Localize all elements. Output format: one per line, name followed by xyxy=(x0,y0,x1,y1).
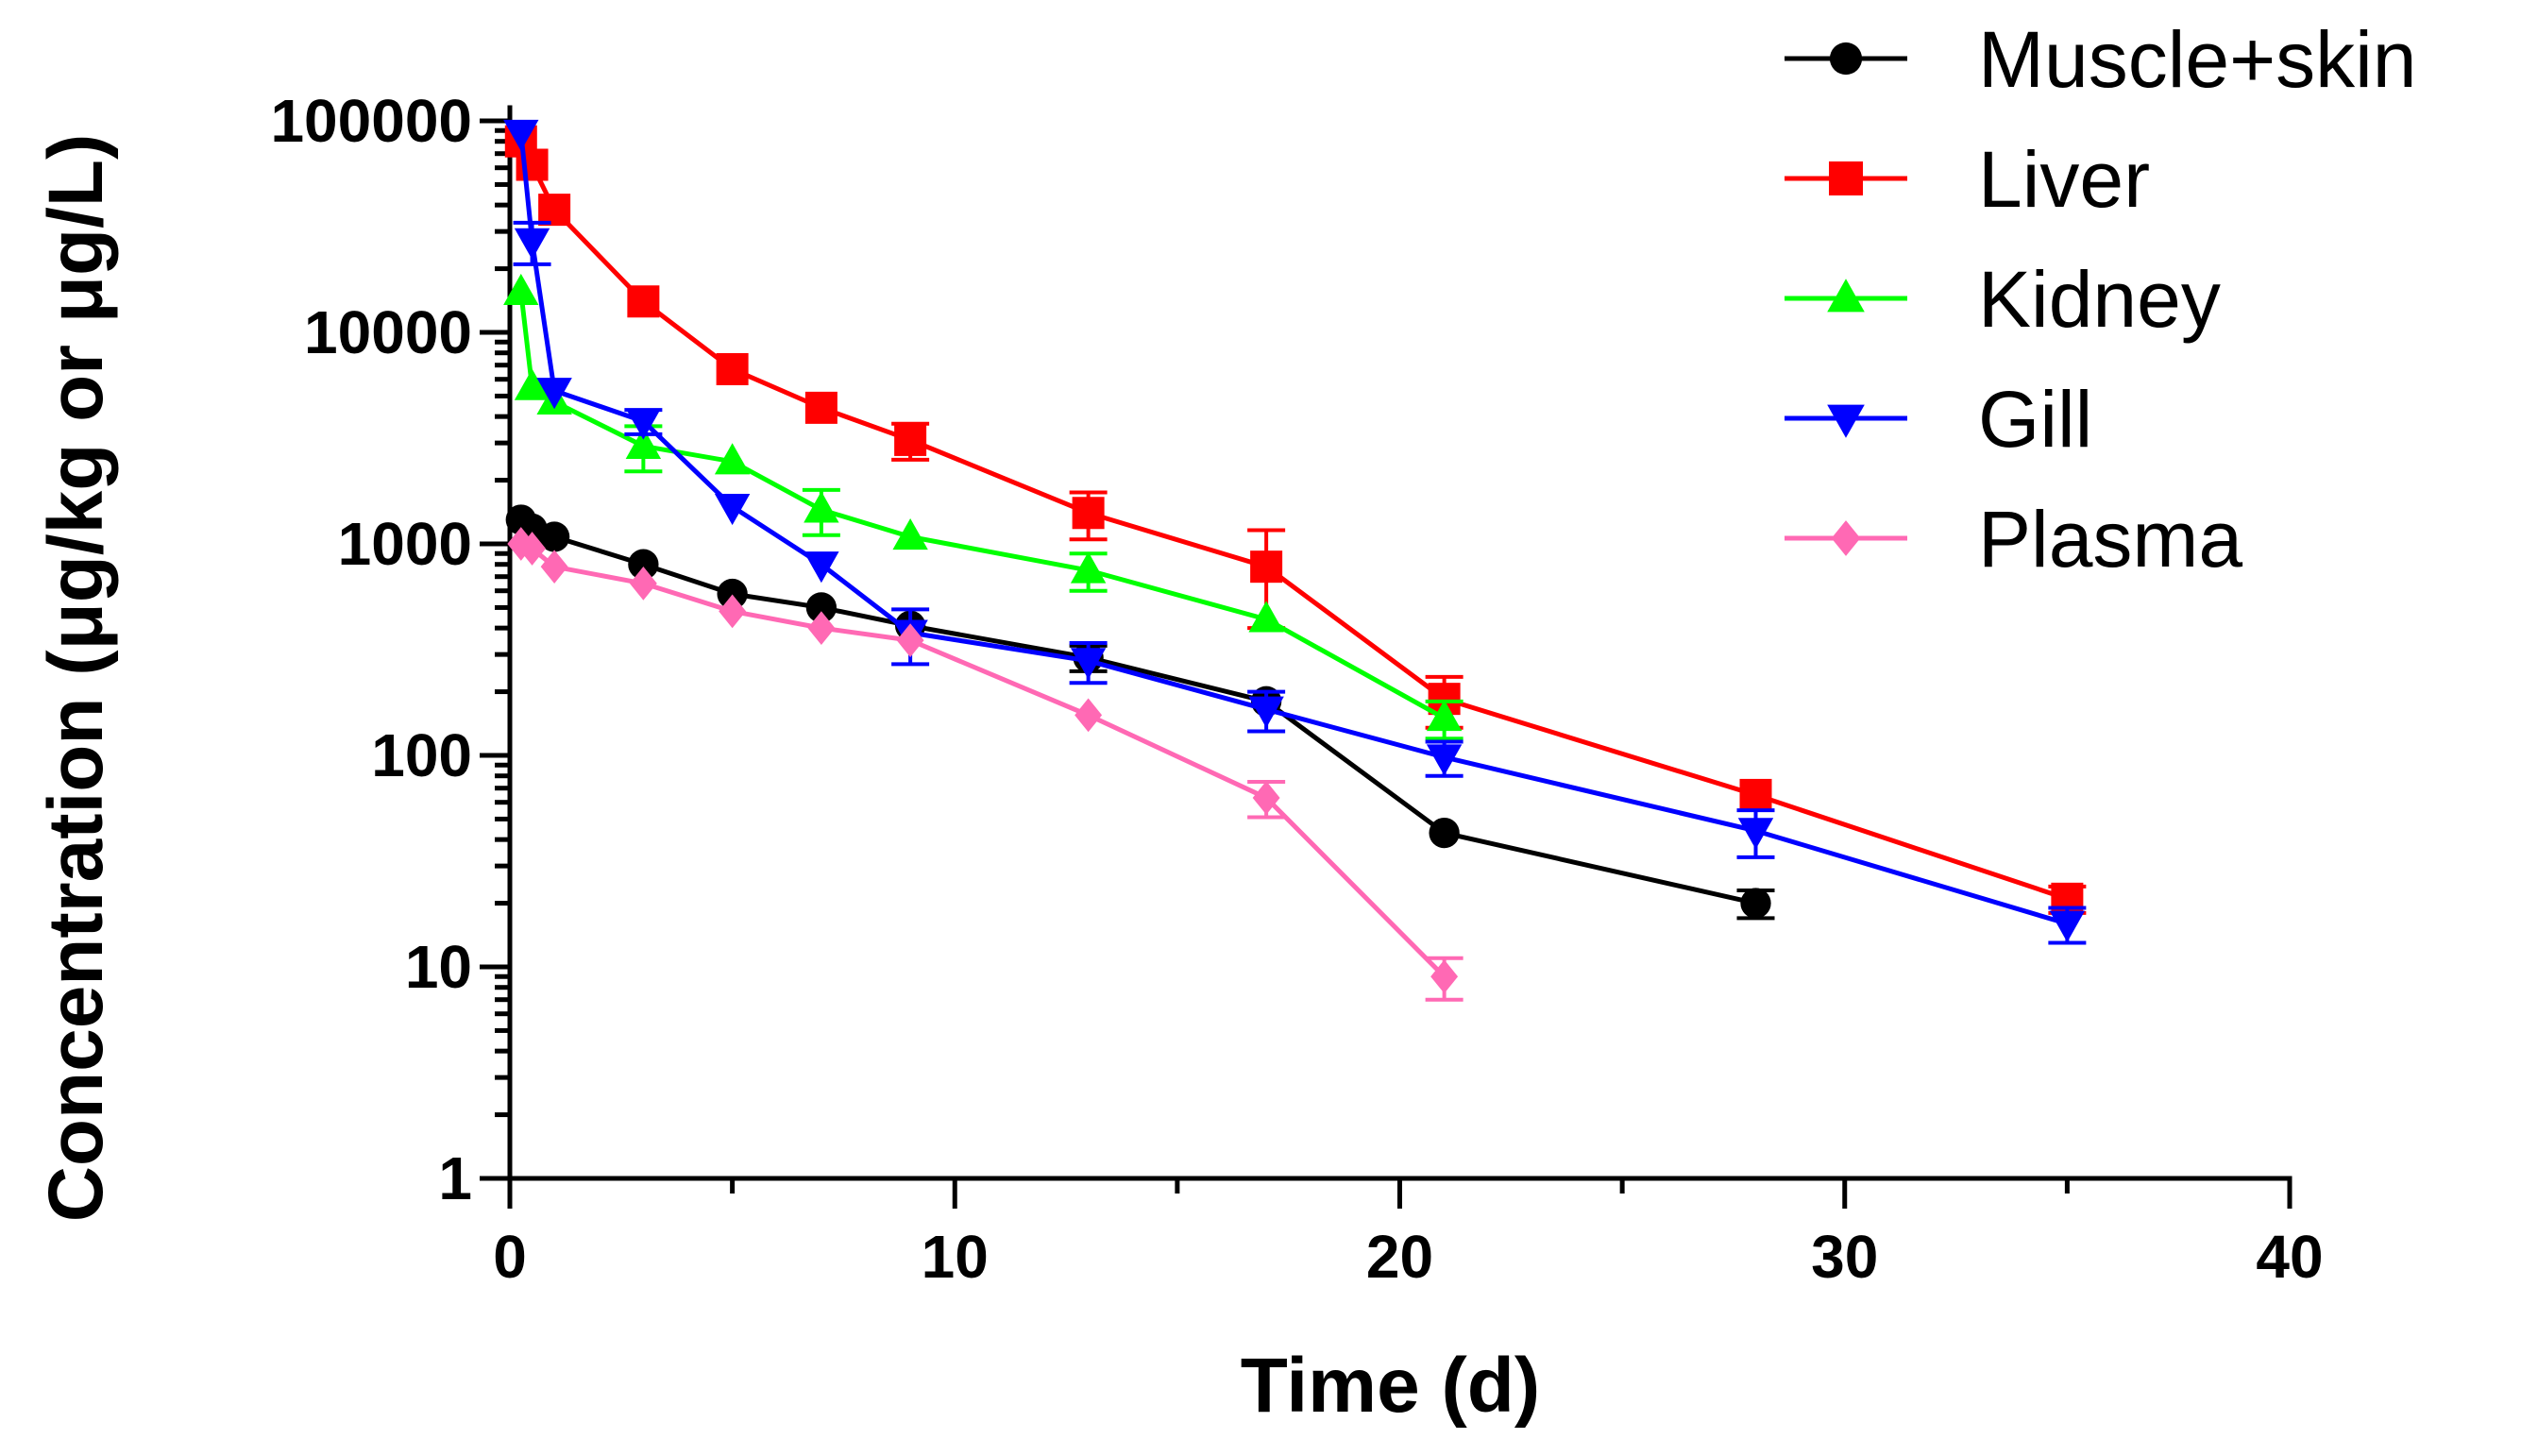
legend-label: Gill xyxy=(1978,375,2092,464)
data-point xyxy=(1739,778,1772,811)
legend-item-liver: Liver xyxy=(1785,135,2150,224)
x-tick-label: 20 xyxy=(1366,1223,1433,1291)
legend-label: Liver xyxy=(1978,135,2150,224)
data-point xyxy=(514,368,550,400)
series-gill xyxy=(503,119,2087,945)
data-point xyxy=(1740,888,1771,919)
y-tick-label: 1 xyxy=(438,1144,472,1212)
legend-marker xyxy=(1827,279,1865,313)
series-line xyxy=(518,132,2069,926)
legend: Muscle+skin Liver Kidney Gill Plasma xyxy=(1785,15,2417,584)
data-point xyxy=(1072,497,1105,530)
data-point xyxy=(896,623,924,657)
data-point xyxy=(805,592,838,623)
series-plasma xyxy=(507,527,1464,1002)
data-point xyxy=(892,517,928,550)
x-tick-label: 30 xyxy=(1811,1223,1878,1291)
series-liver xyxy=(504,125,2087,915)
data-point xyxy=(627,285,660,318)
x-tick-label: 0 xyxy=(493,1223,527,1291)
data-point xyxy=(1429,817,1460,849)
legend-item-gill: Gill xyxy=(1785,375,2092,464)
legend-marker xyxy=(1829,42,1863,76)
data-point xyxy=(2049,910,2086,942)
data-point xyxy=(714,443,751,475)
x-tick-label: 40 xyxy=(2256,1223,2323,1291)
data-point xyxy=(1248,601,1284,633)
y-tick-label: 1000 xyxy=(338,510,472,578)
data-point xyxy=(625,408,662,440)
data-point xyxy=(629,567,657,601)
legend-marker xyxy=(1827,404,1865,438)
legend-item-muscle-skin: Muscle+skin xyxy=(1785,15,2417,104)
data-point xyxy=(628,549,659,580)
x-axis-title: Time (d) xyxy=(1241,1343,1540,1429)
legend-item-plasma: Plasma xyxy=(1785,495,2242,584)
legend-label: Plasma xyxy=(1978,495,2242,584)
data-point xyxy=(1248,696,1284,728)
data-point xyxy=(717,578,748,610)
data-point xyxy=(503,273,539,305)
data-point xyxy=(1250,550,1283,584)
series-line xyxy=(519,517,1757,906)
data-point xyxy=(503,119,539,151)
data-point xyxy=(804,551,839,584)
data-point xyxy=(1430,959,1459,994)
series-line xyxy=(519,541,1447,979)
y-axis-title: Concentration (μg/kg or μg/L) xyxy=(33,134,119,1223)
data-point xyxy=(807,611,836,645)
data-point xyxy=(714,493,751,526)
legend-label: Kidney xyxy=(1978,255,2221,344)
legend-marker xyxy=(1829,161,1863,195)
data-point xyxy=(716,352,749,385)
y-tick-label: 10 xyxy=(405,933,472,1001)
data-point xyxy=(1252,781,1280,815)
data-point xyxy=(804,391,838,424)
data-point xyxy=(1426,744,1463,776)
data-point xyxy=(625,427,662,460)
data-point xyxy=(1070,648,1107,680)
legend-item-kidney: Kidney xyxy=(1785,255,2221,344)
data-point xyxy=(804,491,839,523)
series-line xyxy=(518,292,1446,720)
data-point xyxy=(719,594,747,629)
data-point xyxy=(514,228,550,260)
data-point xyxy=(536,378,572,410)
data-point xyxy=(894,423,927,456)
series-muscle-skin xyxy=(505,504,1775,921)
legend-label: Muscle+skin xyxy=(1978,15,2417,104)
data-point xyxy=(1426,700,1463,732)
x-tick-label: 10 xyxy=(922,1223,989,1291)
data-point xyxy=(1074,698,1103,733)
data-point xyxy=(538,194,571,227)
data-point xyxy=(540,550,568,584)
series-group xyxy=(503,119,2087,1002)
data-point xyxy=(1737,818,1774,850)
y-tick-label: 10000 xyxy=(304,298,472,366)
data-point xyxy=(538,521,570,552)
data-point xyxy=(518,532,547,566)
y-tick-label: 100000 xyxy=(270,87,472,155)
y-tick-label: 100 xyxy=(371,721,472,789)
legend-marker xyxy=(1831,520,1861,556)
data-point xyxy=(1070,551,1107,584)
